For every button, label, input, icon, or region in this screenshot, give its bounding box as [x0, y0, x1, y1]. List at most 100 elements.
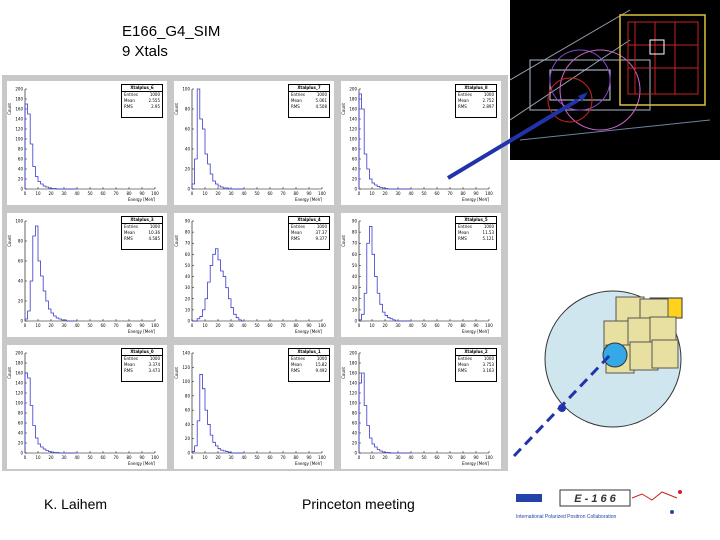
y-axis-label: Count: [174, 367, 179, 379]
y-tick-label: 0: [354, 451, 357, 456]
stats-row-mean: Mean 15.82: [289, 362, 329, 368]
x-tick-label: 30: [228, 455, 234, 460]
stats-label: Mean: [458, 362, 469, 367]
y-axis-label: Count: [174, 235, 179, 247]
y-tick-label: 20: [352, 177, 358, 182]
stats-label: RMS: [458, 236, 467, 241]
x-tick-label: 10: [202, 191, 208, 196]
x-tick-label: 100: [318, 455, 326, 460]
y-tick-label: 40: [352, 431, 358, 436]
y-tick-label: 60: [18, 157, 24, 162]
stats-label: Mean: [124, 230, 135, 235]
stats-row-mean: Mean 5.061: [289, 98, 329, 104]
x-axis-label: Energy [MeV]: [295, 461, 322, 466]
x-tick-label: 30: [61, 191, 67, 196]
y-tick-label: 40: [18, 279, 24, 284]
x-tick-label: 40: [241, 323, 247, 328]
x-tick-label: 80: [460, 191, 466, 196]
e166-logo: E - 1 6 6 International Polarized Positr…: [512, 486, 692, 526]
x-tick-label: 50: [254, 191, 260, 196]
y-tick-label: 90: [352, 219, 358, 224]
y-tick-label: 140: [15, 381, 23, 386]
stats-row-rms: RMS 2.95: [122, 104, 162, 110]
histogram-line: [358, 226, 411, 322]
y-tick-label: 160: [349, 107, 357, 112]
stats-label: Entries: [291, 224, 305, 229]
y-tick-label: 120: [349, 391, 357, 396]
histogram-plot: 0 10 20 30 40 50 60 70 80 90 100020406080100Energy…: [174, 87, 326, 203]
stats-box: Xtalplus_4 Entries 1000 Mean 37.37 RMS 9.377: [288, 216, 330, 250]
y-tick-label: 70: [185, 241, 191, 246]
y-tick-label: 0: [354, 187, 357, 192]
stats-value: 4.585: [148, 236, 160, 241]
y-tick-label: 20: [185, 296, 191, 301]
x-tick-label: 40: [408, 191, 414, 196]
slide-title: E166_G4_SIM 9 Xtals: [122, 22, 220, 62]
stats-value: 37.37: [315, 230, 327, 235]
stats-value: 11.53: [482, 230, 494, 235]
x-tick-label: 50: [254, 455, 260, 460]
y-tick-label: 30: [185, 285, 191, 290]
y-tick-label: 40: [185, 147, 191, 152]
y-tick-label: 0: [20, 187, 23, 192]
x-tick-label: 20: [215, 191, 221, 196]
x-tick-label: 100: [485, 455, 493, 460]
y-tick-label: 80: [18, 239, 24, 244]
x-axis-label: Energy [MeV]: [128, 461, 155, 466]
x-axis-label: Energy [MeV]: [128, 329, 155, 334]
stats-value: 1000: [483, 356, 494, 361]
histogram-plot: 0 10 20 30 40 50 60 70 80 90 100020406080100120140…: [341, 351, 493, 467]
histogram-plot: 0 10 20 30 40 50 60 70 80 90 100020406080100120140…: [7, 351, 159, 467]
stats-value: 2.555: [148, 98, 160, 103]
stats-title: Xtalplus_8: [456, 85, 496, 92]
detector-3d-view: [509, 0, 720, 160]
y-tick-label: 50: [352, 263, 358, 268]
stats-value: 3.753: [482, 362, 494, 367]
histogram-panel: 0 10 20 30 40 50 60 70 80 90 100 0 10 20 30 40 50 60 70 80 9…: [174, 213, 334, 337]
stats-label: Mean: [291, 362, 302, 367]
x-tick-label: 90: [139, 455, 145, 460]
logo-text: E - 1 6 6: [574, 493, 616, 505]
x-tick-label: 70: [113, 323, 119, 328]
stats-label: Entries: [291, 356, 305, 361]
stats-value: 2.95: [151, 104, 160, 109]
histogram-panel: 0 10 20 30 40 50 60 70 80 90 100 0 20 40 60 80 100 Energy…: [174, 81, 334, 205]
y-tick-label: 10: [352, 307, 358, 312]
histogram-panel: 0 10 20 30 40 50 60 70 80 90 100 0 20 40 60 80 100 120 140…: [7, 81, 167, 205]
x-axis-label: Energy [MeV]: [295, 197, 322, 202]
stats-box: Xtalplus_1 Entries 1000 Mean 15.82 RMS 9.492: [288, 348, 330, 382]
stats-box: Xtalplus_5 Entries 1000 Mean 11.53 RMS 5.121: [455, 216, 497, 250]
stats-value: 3.374: [148, 362, 160, 367]
stats-value: 15.82: [315, 362, 327, 367]
y-tick-label: 180: [15, 97, 23, 102]
y-tick-label: 100: [15, 137, 23, 142]
stats-value: 3.163: [482, 368, 494, 373]
stats-label: Entries: [458, 224, 472, 229]
x-tick-label: 20: [48, 323, 54, 328]
stats-label: Mean: [458, 230, 469, 235]
x-tick-label: 70: [280, 323, 286, 328]
stats-value: 5.121: [482, 236, 494, 241]
stats-row-mean: Mean 3.753: [456, 362, 496, 368]
stats-box: Xtalplus_2 Entries 1000 Mean 3.753 RMS 3.163: [455, 348, 497, 382]
y-tick-label: 100: [349, 137, 357, 142]
x-tick-label: 80: [126, 323, 132, 328]
x-tick-label: 0: [24, 455, 27, 460]
x-tick-label: 40: [74, 455, 80, 460]
stats-value: 10.36: [148, 230, 160, 235]
y-axis-label: Count: [341, 103, 346, 115]
stats-row-entries: Entries 1000: [122, 224, 162, 230]
x-tick-label: 50: [87, 455, 93, 460]
x-tick-label: 60: [267, 191, 273, 196]
stats-title: Xtalplus_0: [122, 349, 162, 356]
stats-label: RMS: [291, 368, 300, 373]
y-tick-label: 40: [18, 167, 24, 172]
x-axis-label: Energy [MeV]: [462, 461, 489, 466]
y-tick-label: 20: [352, 296, 358, 301]
stats-row-rms: RMS 5.121: [456, 236, 496, 242]
x-tick-label: 0: [358, 191, 361, 196]
x-tick-label: 90: [306, 323, 312, 328]
x-tick-label: 0: [358, 455, 361, 460]
x-tick-label: 70: [113, 191, 119, 196]
x-tick-label: 90: [473, 191, 479, 196]
